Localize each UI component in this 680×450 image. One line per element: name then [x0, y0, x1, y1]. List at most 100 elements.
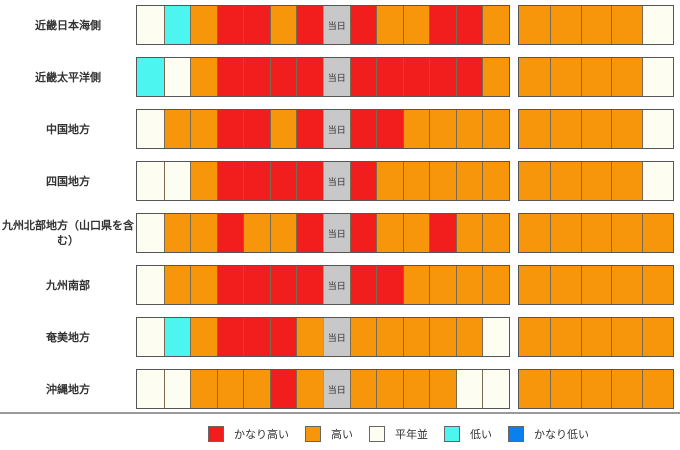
forecast-cell: [519, 318, 550, 356]
forecast-cell: [376, 110, 403, 148]
forecast-cell: [296, 266, 323, 304]
forecast-cell: [349, 214, 377, 252]
forecast-cell: [402, 162, 430, 200]
region-row: 沖縄地方 当日: [0, 369, 680, 409]
forecast-cell: [190, 6, 217, 44]
forecast-strip-extended: [518, 213, 674, 253]
forecast-cell: [269, 6, 297, 44]
forecast-strip-main: 当日: [136, 57, 510, 97]
forecast-cell: [243, 318, 270, 356]
forecast-cell: [482, 162, 509, 200]
forecast-cell: [216, 6, 244, 44]
region-label: 近畿日本海側: [35, 18, 101, 32]
forecast-strip-main: 当日: [136, 265, 510, 305]
forecast-cell: [269, 266, 297, 304]
forecast-cell: [611, 6, 643, 44]
region-label: 奄美地方: [46, 330, 90, 344]
forecast-cell: [190, 214, 217, 252]
legend-swatch: [369, 426, 385, 442]
region-label: 沖縄地方: [46, 382, 90, 396]
forecast-strip-extended: [518, 5, 674, 45]
forecast-cell: [137, 266, 164, 304]
region-row: 近畿日本海側 当日: [0, 5, 680, 45]
legend-swatch: [444, 426, 460, 442]
forecast-cell: [269, 318, 297, 356]
region-row: 四国地方 当日: [0, 161, 680, 201]
forecast-cell: [269, 58, 297, 96]
today-cell: 当日: [322, 266, 350, 304]
region-label: 九州北部地方（山口県を含む）: [2, 219, 134, 247]
forecast-cell: [580, 214, 612, 252]
forecast-cell: [190, 58, 217, 96]
legend: かなり高い 高い 平年並 低い かなり低い: [208, 426, 605, 442]
forecast-cell: [376, 6, 403, 44]
forecast-cell: [163, 6, 191, 44]
forecast-cell: [349, 370, 377, 408]
forecast-cell: [349, 6, 377, 44]
forecast-cell: [429, 6, 456, 44]
forecast-cell: [429, 162, 456, 200]
forecast-cell: [269, 110, 297, 148]
forecast-cell: [455, 214, 483, 252]
forecast-cell: [402, 58, 430, 96]
forecast-cell: [611, 110, 643, 148]
forecast-cell: [349, 318, 377, 356]
forecast-cell: [429, 214, 456, 252]
forecast-cell: [137, 318, 164, 356]
forecast-cell: [519, 110, 550, 148]
legend-label: 低い: [470, 428, 492, 441]
forecast-cell: [580, 6, 612, 44]
forecast-cell: [402, 6, 430, 44]
forecast-cell: [611, 370, 643, 408]
forecast-strip-main: 当日: [136, 317, 510, 357]
forecast-cell: [642, 214, 673, 252]
legend-label: かなり低い: [534, 428, 589, 441]
forecast-cell: [482, 214, 509, 252]
forecast-cell: [482, 58, 509, 96]
today-cell: 当日: [322, 58, 350, 96]
legend-swatch: [508, 426, 524, 442]
forecast-cell: [296, 58, 323, 96]
today-cell: 当日: [322, 370, 350, 408]
legend-label: 高い: [331, 428, 353, 441]
legend-label: かなり高い: [234, 428, 289, 441]
forecast-cell: [429, 110, 456, 148]
forecast-cell: [137, 370, 164, 408]
forecast-cell: [455, 58, 483, 96]
forecast-cell: [642, 266, 673, 304]
forecast-cell: [296, 318, 323, 356]
forecast-cell: [296, 162, 323, 200]
forecast-cell: [190, 370, 217, 408]
forecast-cell: [549, 162, 581, 200]
today-cell: 当日: [322, 318, 350, 356]
forecast-cell: [549, 58, 581, 96]
forecast-cell: [455, 6, 483, 44]
forecast-cell: [349, 110, 377, 148]
forecast-cell: [137, 6, 164, 44]
region-row: 九州北部地方（山口県を含む） 当日: [0, 213, 680, 253]
forecast-cell: [611, 162, 643, 200]
forecast-cell: [137, 162, 164, 200]
forecast-cell: [402, 110, 430, 148]
legend-item: 高い: [305, 426, 353, 442]
forecast-cell: [482, 318, 509, 356]
forecast-cell: [376, 318, 403, 356]
forecast-cell: [482, 110, 509, 148]
forecast-cell: [243, 370, 270, 408]
forecast-strip-extended: [518, 317, 674, 357]
forecast-cell: [549, 214, 581, 252]
forecast-cell: [190, 318, 217, 356]
forecast-cell: [376, 214, 403, 252]
forecast-cell: [482, 266, 509, 304]
forecast-cell: [549, 110, 581, 148]
forecast-cell: [349, 266, 377, 304]
forecast-cell: [402, 266, 430, 304]
legend-label: 平年並: [395, 428, 428, 441]
forecast-cell: [482, 370, 509, 408]
forecast-cell: [190, 110, 217, 148]
region-row: 中国地方 当日: [0, 109, 680, 149]
forecast-cell: [269, 162, 297, 200]
forecast-cell: [376, 266, 403, 304]
forecast-cell: [163, 58, 191, 96]
forecast-cell: [137, 58, 164, 96]
